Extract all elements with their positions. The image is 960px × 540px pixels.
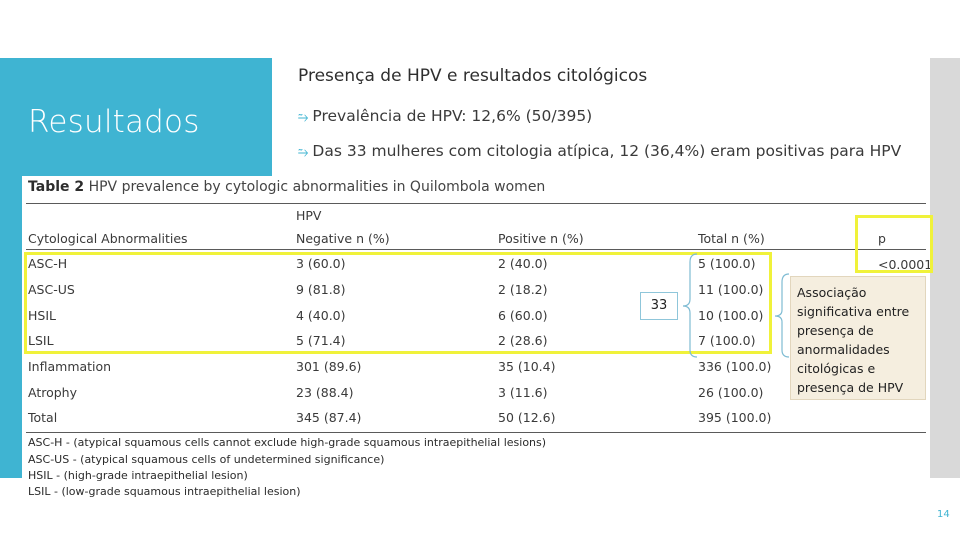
table-cell: Inflammation bbox=[28, 359, 112, 374]
bullet-text: Prevalência de HPV: 12,6% (50/395) bbox=[312, 107, 593, 125]
table-header: Cytological Abnormalities bbox=[28, 231, 188, 246]
table-group-header: HPV bbox=[296, 208, 322, 223]
p-value: <0.0001 bbox=[878, 257, 933, 272]
table-cell: 5 (100.0) bbox=[698, 256, 756, 271]
table-cell: 5 (71.4) bbox=[296, 333, 346, 348]
table-cell: 3 (60.0) bbox=[296, 256, 346, 271]
table-cell: 301 (89.6) bbox=[296, 359, 362, 374]
table-rule-top bbox=[26, 203, 926, 204]
page-number: 14 bbox=[937, 509, 950, 520]
table-cell: 3 (11.6) bbox=[498, 385, 548, 400]
section-title: Resultados bbox=[28, 104, 200, 140]
table-cell: 26 (100.0) bbox=[698, 385, 764, 400]
bullet-prevalence: ⥲ Prevalência de HPV: 12,6% (50/395) bbox=[298, 107, 592, 125]
table-cell: ASC-US bbox=[28, 282, 75, 297]
table-cell: 395 (100.0) bbox=[698, 410, 772, 425]
table-cell: 9 (81.8) bbox=[296, 282, 346, 297]
table-cell: HSIL bbox=[28, 308, 56, 323]
table-cell: 345 (87.4) bbox=[296, 410, 362, 425]
table-cell: 35 (10.4) bbox=[498, 359, 556, 374]
table-footnote: ASC-H - (atypical squamous cells cannot … bbox=[28, 436, 547, 449]
table-cell: Total bbox=[28, 410, 58, 425]
table-footnote: ASC-US - (atypical squamous cells of und… bbox=[28, 453, 385, 466]
right-gray-strip bbox=[930, 58, 960, 478]
highlight-atypical-rows bbox=[24, 252, 772, 354]
table-cell: 10 (100.0) bbox=[698, 308, 764, 323]
total-count-label: 33 bbox=[640, 292, 678, 320]
table-cell: LSIL bbox=[28, 333, 54, 348]
highlight-p-value bbox=[855, 215, 933, 273]
bullet-text: Das 33 mulheres com citologia atípica, 1… bbox=[312, 142, 902, 160]
table-cell: 2 (18.2) bbox=[498, 282, 548, 297]
table-cell: 2 (40.0) bbox=[498, 256, 548, 271]
table-cell: Atrophy bbox=[28, 385, 77, 400]
table-cell: 50 (12.6) bbox=[498, 410, 556, 425]
table-cell: 336 (100.0) bbox=[698, 359, 772, 374]
table-header: Negative n (%) bbox=[296, 231, 390, 246]
table-caption-label: Table 2 bbox=[28, 179, 85, 195]
table-caption-text: HPV prevalence by cytologic abnormalitie… bbox=[88, 179, 546, 195]
table-cell: ASC-H bbox=[28, 256, 68, 271]
table-cell: 6 (60.0) bbox=[498, 308, 548, 323]
table-cell: 2 (28.6) bbox=[498, 333, 548, 348]
table-cell: 23 (88.4) bbox=[296, 385, 354, 400]
curly-arrow-icon: ⥲ bbox=[298, 145, 309, 160]
table-header: p bbox=[878, 231, 886, 246]
slide-title: Presença de HPV e resultados citológicos bbox=[298, 66, 648, 86]
table-rule-header bbox=[26, 249, 926, 250]
table-cell: 4 (40.0) bbox=[296, 308, 346, 323]
table-footnote: HSIL - (high-grade intraepithelial lesio… bbox=[28, 469, 248, 482]
table-footnote: LSIL - (low-grade squamous intraepitheli… bbox=[28, 485, 301, 498]
table-cell: 11 (100.0) bbox=[698, 282, 764, 297]
table-header: Total n (%) bbox=[698, 231, 765, 246]
association-note: Associação significativa entre presença … bbox=[790, 276, 926, 400]
bullet-atypical: ⥲ Das 33 mulheres com citologia atípica, … bbox=[298, 142, 901, 160]
table-header: Positive n (%) bbox=[498, 231, 584, 246]
table-rule-bottom bbox=[26, 432, 926, 433]
curly-arrow-icon: ⥲ bbox=[298, 110, 309, 125]
table-cell: 7 (100.0) bbox=[698, 333, 756, 348]
table-caption: Table 2 HPV prevalence by cytologic abno… bbox=[28, 179, 545, 195]
